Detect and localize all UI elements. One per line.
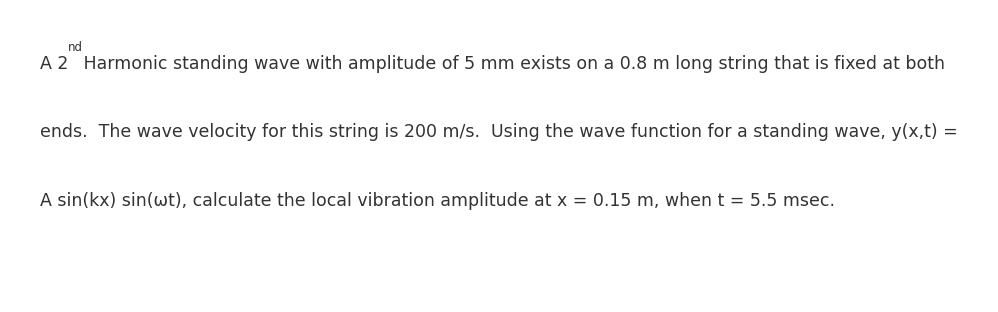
Text: ends.  The wave velocity for this string is 200 m/s.  Using the wave function fo: ends. The wave velocity for this string … (40, 123, 958, 141)
Text: nd: nd (68, 41, 83, 55)
Text: A sin(kx) sin(ωt), calculate the local vibration amplitude at x = 0.15 m, when t: A sin(kx) sin(ωt), calculate the local v… (40, 192, 835, 210)
Text: A 2: A 2 (40, 55, 68, 73)
Text: Harmonic standing wave with amplitude of 5 mm exists on a 0.8 m long string that: Harmonic standing wave with amplitude of… (78, 55, 945, 73)
